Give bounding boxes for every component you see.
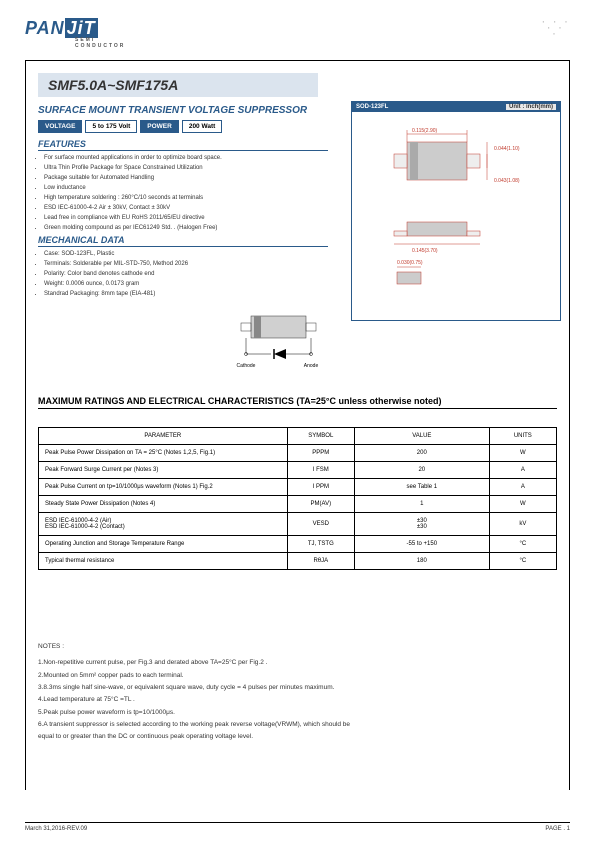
logo-subtitle: SEMICONDUCTOR: [75, 37, 125, 49]
decorative-dots: · · · · · ·: [541, 18, 570, 36]
note-item: 2.Mounted on 5mm² copper pads to each te…: [38, 670, 557, 682]
svg-text:0.043(1.08): 0.043(1.08): [494, 178, 520, 184]
notes-section: NOTES : 1.Non-repetitive current pulse, …: [38, 641, 557, 744]
ratings-section: MAXIMUM RATINGS AND ELECTRICAL CHARACTER…: [38, 396, 557, 570]
package-header: SOD-123FL Unit : inch(mm): [352, 102, 560, 112]
diode-symbol-diagram: Cathode Anode: [226, 311, 336, 371]
table-header-row: PARAMETER SYMBOL VALUE UNITS: [39, 428, 557, 445]
power-label: POWER: [140, 120, 179, 133]
note-item: 1.Non-repetitive current pulse, per Fig.…: [38, 657, 557, 669]
feature-item: Lead free in compliance with EU RoHS 201…: [44, 215, 339, 221]
mech-item: Polarity: Color band denotes cathode end: [44, 271, 339, 277]
package-drawing: 0.115(2.90) 0.044(1.10) 0.043(1.08) 0.14…: [352, 112, 562, 312]
logo-jit: JiT: [65, 18, 98, 38]
mechanical-header: MECHANICAL DATA: [38, 235, 328, 247]
package-diagram: SOD-123FL Unit : inch(mm) 0.115(2.90) 0.…: [351, 101, 561, 321]
col-symbol: SYMBOL: [287, 428, 354, 445]
feature-item: Ultra Thin Profile Package for Space Con…: [44, 165, 339, 171]
note-item: 4.Lead temperature at 75°C =TL .: [38, 694, 557, 706]
table-row: Operating Junction and Storage Temperatu…: [39, 536, 557, 553]
feature-item: ESD IEC-61000-4-2 Air ± 30kV, Contact ± …: [44, 205, 339, 211]
svg-text:Anode: Anode: [304, 363, 319, 369]
voltage-value: 5 to 175 Volt: [85, 120, 137, 133]
col-value: VALUE: [354, 428, 489, 445]
logo-pan: PAN: [25, 18, 65, 38]
feature-item: For surface mounted applications in orde…: [44, 155, 339, 161]
notes-title: NOTES :: [38, 641, 557, 653]
mechanical-list: Case: SOD-123FL, Plastic Terminals: Sold…: [44, 251, 339, 297]
col-parameter: PARAMETER: [39, 428, 288, 445]
table-row: Steady State Power Dissipation (Notes 4)…: [39, 496, 557, 513]
table-row: Peak Forward Surge Current per (Notes 3)…: [39, 462, 557, 479]
content-frame: SMF5.0A~SMF175A SURFACE MOUNT TRANSIENT …: [25, 60, 570, 790]
svg-text:0.145(3.70): 0.145(3.70): [412, 248, 438, 254]
note-item: 3.8.3ms single half sine-wave, or equiva…: [38, 682, 557, 694]
mech-item: Standrad Packaging: 8mm tape (EIA-481): [44, 291, 339, 297]
features-header: FEATURES: [38, 139, 328, 151]
mech-item: Weight: 0.0006 ounce, 0.0173 gram: [44, 281, 339, 287]
features-list: For surface mounted applications in orde…: [44, 155, 339, 231]
part-number-title: SMF5.0A~SMF175A: [38, 73, 318, 97]
table-row: Typical thermal resistanceRθJA180°C: [39, 553, 557, 570]
package-name: SOD-123FL: [356, 104, 388, 110]
svg-text:0.030(0.75): 0.030(0.75): [397, 260, 423, 266]
note-item: 5.Peak pulse power waveform is tp=10/100…: [38, 707, 557, 719]
mech-item: Case: SOD-123FL, Plastic: [44, 251, 339, 257]
ratings-title: MAXIMUM RATINGS AND ELECTRICAL CHARACTER…: [38, 396, 557, 409]
table-row: ESD IEC-61000-4-2 (Air) ESD IEC-61000-4-…: [39, 513, 557, 536]
svg-text:0.044(1.10): 0.044(1.10): [494, 146, 520, 152]
ratings-table: PARAMETER SYMBOL VALUE UNITS Peak Pulse …: [38, 427, 557, 570]
page: PANJiT SEMICONDUCTOR · · · · · · SMF5.0A…: [0, 0, 595, 842]
table-row: Peak Pulse Current on tp=10/1000μs wavef…: [39, 479, 557, 496]
feature-item: Green molding compound as per IEC61249 S…: [44, 225, 339, 231]
svg-text:Cathode: Cathode: [237, 363, 256, 369]
feature-item: Package suitable for Automated Handling: [44, 175, 339, 181]
page-footer: March 31,2016-REV.09 PAGE . 1: [25, 822, 570, 832]
footer-date: March 31,2016-REV.09: [25, 826, 87, 832]
mech-item: Terminals: Solderable per MIL-STD-750, M…: [44, 261, 339, 267]
table-row: Peak Pulse Power Dissipation on TA = 25°…: [39, 445, 557, 462]
voltage-label: VOLTAGE: [38, 120, 82, 133]
feature-item: Low inductance: [44, 185, 339, 191]
logo: PANJiT SEMICONDUCTOR: [25, 18, 125, 49]
power-value: 200 Watt: [182, 120, 223, 133]
package-unit: Unit : inch(mm): [506, 104, 556, 110]
feature-item: High temperature soldering : 260°C/10 se…: [44, 195, 339, 201]
note-item: equal to or greater than the DC or conti…: [38, 731, 557, 743]
note-item: 6.A transient suppressor is selected acc…: [38, 719, 557, 731]
svg-text:0.115(2.90): 0.115(2.90): [412, 128, 438, 134]
col-units: UNITS: [489, 428, 556, 445]
footer-page: PAGE . 1: [545, 826, 570, 832]
